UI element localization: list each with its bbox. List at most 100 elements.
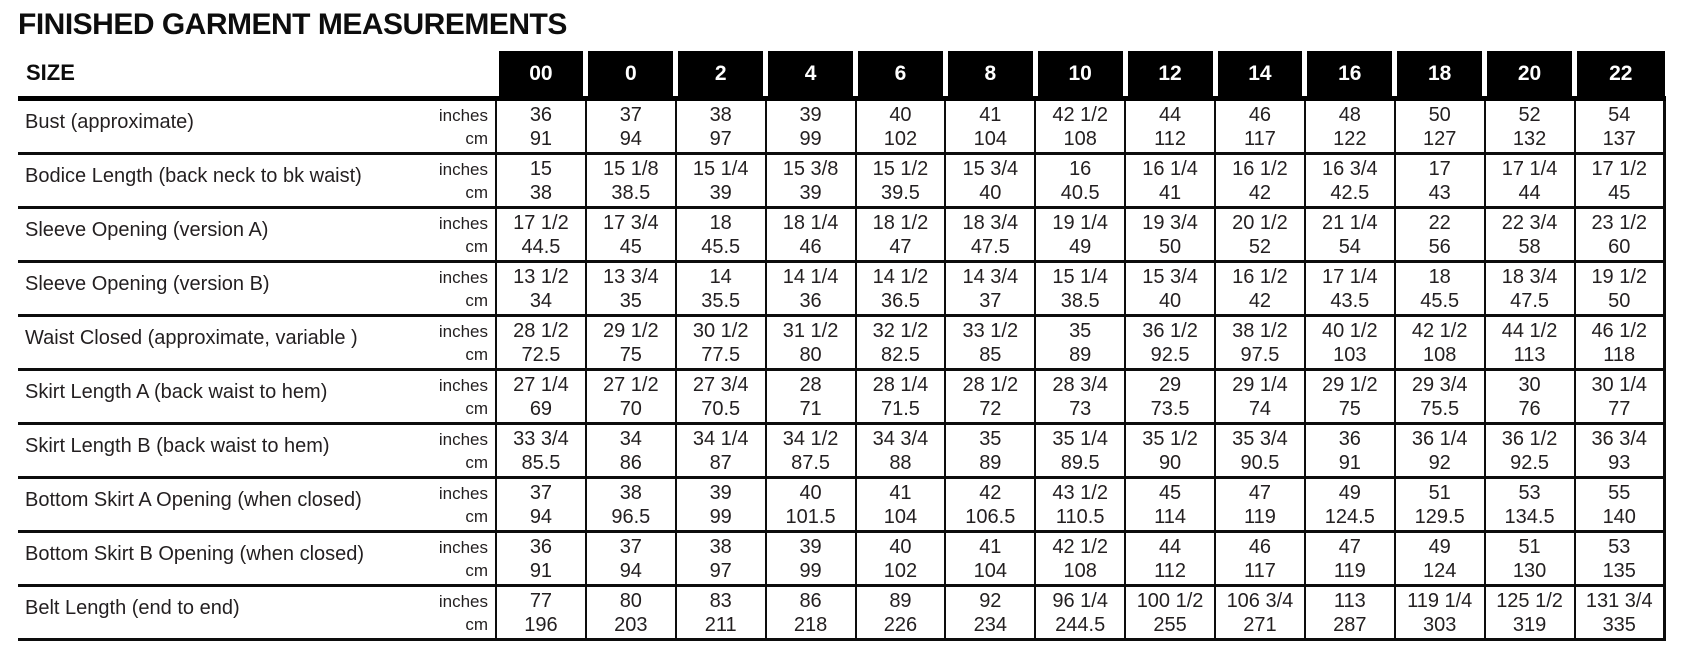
size-column-header-10: 10 [1032,51,1126,101]
measurement-cell: 53 135 [1573,530,1666,586]
measurement-cell: 15 1/2 39.5 [854,152,946,208]
measurement-cell: 13 1/2 34 [495,260,586,316]
unit-labels: inches cm [430,368,496,424]
table-row: Bottom Skirt B Opening (when closed) inch… [18,530,1666,586]
measurement-cell: 100 1/2 255 [1124,584,1215,641]
cm-value: 69 [529,398,553,420]
measurement-cell: 92 234 [944,584,1036,641]
measurement-cell: 28 1/4 71.5 [854,368,946,424]
row-label: Waist Closed (approximate, variable ) [18,314,430,370]
cm-value: 137 [1602,128,1636,150]
inches-value: 38 [619,482,642,504]
cm-value: 108 [1063,128,1097,150]
inches-value: 52 [1518,104,1541,126]
measurement-cell: 113 287 [1303,584,1395,641]
measurement-cell: 35 1/2 90 [1124,422,1215,478]
cm-value: 112 [1154,560,1186,582]
cm-value: 39.5 [880,182,920,204]
inches-value: 28 3/4 [1052,374,1108,396]
measurement-cell: 44 112 [1124,530,1215,586]
cm-value: 85.5 [521,452,561,474]
measurement-cell: 32 1/2 82.5 [854,314,946,370]
unit-inches-label: inches [438,538,488,557]
cm-value: 60 [1608,236,1631,258]
inches-value: 34 3/4 [872,428,929,450]
measurement-cell: 17 1/4 44 [1483,152,1575,208]
measurement-cell: 53 134.5 [1483,476,1575,532]
measurement-cell: 40 101.5 [764,476,856,532]
measurement-cell: 49 124.5 [1303,476,1395,532]
measurement-cell: 20 1/2 52 [1214,206,1305,262]
cm-value: 50 [1608,290,1631,312]
unit-labels: inches cm [430,476,496,532]
inches-value: 34 [619,428,642,450]
measurement-cell: 18 1/2 47 [854,206,946,262]
inches-value: 16 [1069,158,1092,180]
inches-value: 44 1/2 [1501,320,1558,342]
inches-value: 36 [529,536,553,558]
inches-value: 29 [1158,374,1182,396]
cm-value: 287 [1333,614,1367,636]
measurement-cell: 29 1/2 75 [584,314,676,370]
inches-value: 40 1/2 [1322,320,1378,342]
measurement-cell: 38 96.5 [584,476,676,532]
inches-value: 45 [1158,482,1182,504]
cm-value: 40 [979,182,1002,204]
measurement-cell: 17 43 [1393,152,1485,208]
cm-value: 38 [529,182,553,204]
cm-value: 91 [529,560,553,582]
inches-value: 30 [1518,374,1541,396]
cm-value: 255 [1153,614,1187,636]
cm-value: 89 [1069,344,1092,366]
measurement-cell: 40 102 [854,97,946,154]
cm-value: 75.5 [1420,398,1460,420]
unit-labels: inches cm [430,422,496,478]
inches-value: 35 [979,428,1002,450]
measurement-cell: 19 1/2 50 [1573,260,1666,316]
measurement-cell: 21 1/4 54 [1303,206,1395,262]
cm-value: 104 [973,128,1007,150]
inches-value: 53 [1518,482,1541,504]
cm-value: 73.5 [1150,398,1190,420]
inches-value: 44 [1158,104,1182,126]
cm-value: 70 [619,398,642,420]
cm-value: 46 [799,236,822,258]
inches-value: 89 [889,590,912,612]
measurement-cell: 36 91 [1303,422,1395,478]
cm-value: 90.5 [1240,452,1280,474]
inches-value: 37 [529,482,553,504]
cm-value: 132 [1512,128,1547,150]
measurement-cell: 33 1/2 85 [944,314,1036,370]
inches-value: 125 1/2 [1496,590,1563,612]
inches-value: 36 3/4 [1591,428,1648,450]
inches-value: 18 1/2 [872,212,929,234]
inches-value: 36 1/4 [1411,428,1468,450]
measurement-cell: 52 132 [1483,97,1575,154]
inches-value: 106 3/4 [1226,590,1294,612]
cm-value: 86 [619,452,642,474]
cm-value: 74 [1248,398,1272,420]
table-row: Bottom Skirt A Opening (when closed) inch… [18,476,1666,532]
row-label: Bodice Length (back neck to bk waist) [18,152,430,208]
unit-inches-label: inches [438,268,488,287]
inches-value: 29 1/2 [603,320,659,342]
table-row: Belt Length (end to end) inches cm 77 196 80 2… [18,584,1666,641]
inches-value: 30 1/4 [1591,374,1648,396]
cm-value: 134.5 [1504,506,1555,528]
cm-value: 106.5 [965,506,1016,528]
inches-value: 19 1/2 [1591,266,1648,288]
inches-value: 39 [709,482,732,504]
cm-value: 41 [1158,182,1182,204]
cm-value: 42 [1248,290,1272,312]
cm-value: 92.5 [1150,344,1190,366]
unit-inches-label: inches [438,106,488,125]
cm-value: 99 [799,128,822,150]
size-header-label: SIZE [18,51,496,101]
cm-value: 35.5 [701,290,741,312]
measurement-cell: 15 1/4 39 [674,152,766,208]
inches-value: 38 [709,536,732,558]
inches-value: 22 [1428,212,1451,234]
measurement-cell: 51 129.5 [1393,476,1485,532]
inches-value: 36 [529,104,553,126]
cm-value: 89.5 [1060,452,1100,474]
